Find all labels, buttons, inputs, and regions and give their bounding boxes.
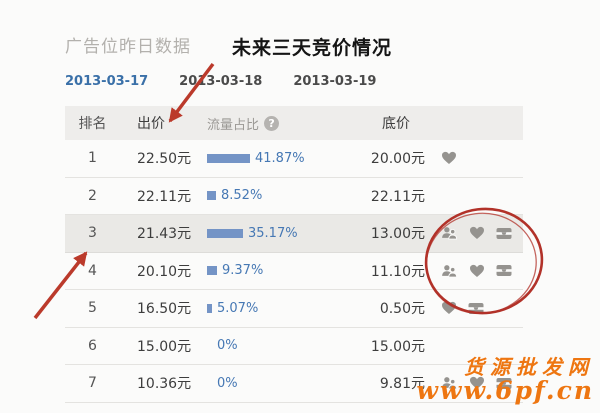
traffic-bar bbox=[207, 191, 216, 201]
favorite-heart-icon[interactable] bbox=[469, 376, 485, 390]
rank-cell: 3 bbox=[88, 225, 97, 242]
bid-cell: 22.11元 bbox=[137, 188, 192, 205]
favorite-heart-icon[interactable] bbox=[441, 301, 457, 315]
bid-cell: 15.00元 bbox=[137, 338, 192, 355]
help-icon[interactable]: ? bbox=[264, 115, 280, 131]
table-row: 3 21.43元 35.17% 13.00元 bbox=[65, 215, 523, 253]
tab-date-1[interactable]: 2013-03-17 bbox=[65, 74, 149, 89]
row-actions bbox=[428, 290, 523, 327]
shop-icon[interactable] bbox=[468, 302, 484, 315]
bid-cell: 16.50元 bbox=[137, 301, 192, 318]
rank-cell: 5 bbox=[88, 300, 97, 317]
header-traffic-label: 流量占比 bbox=[207, 117, 260, 133]
favorite-heart-icon[interactable] bbox=[469, 226, 485, 240]
header-floor-price: 底价 bbox=[382, 116, 410, 132]
favorite-heart-icon[interactable] bbox=[441, 151, 457, 165]
table-body: 1 22.50元 41.87% 20.00元 2 22.11元 8.52% 22.11元 3 21… bbox=[65, 140, 523, 403]
row-actions bbox=[428, 253, 523, 290]
table-row: 5 16.50元 5.07% 0.50元 bbox=[65, 290, 523, 328]
floor-price-cell: 11.10元 bbox=[370, 263, 425, 280]
users-icon[interactable] bbox=[441, 376, 458, 390]
traffic-percent: 0% bbox=[217, 338, 238, 354]
traffic-percent: 8.52% bbox=[221, 188, 263, 204]
traffic-cell: 41.87% bbox=[205, 140, 360, 177]
traffic-cell: 5.07% bbox=[205, 290, 360, 327]
table-row: 4 20.10元 9.37% 11.10元 bbox=[65, 253, 523, 290]
annotation-title: 未来三天竞价情况 bbox=[232, 37, 393, 59]
traffic-cell: 35.17% bbox=[205, 215, 360, 252]
rank-cell: 4 bbox=[88, 262, 97, 279]
row-actions bbox=[428, 215, 523, 252]
row-actions bbox=[428, 178, 523, 215]
tab-date-3[interactable]: 2013-03-19 bbox=[293, 74, 377, 89]
row-actions bbox=[428, 140, 523, 177]
header-actions bbox=[428, 106, 523, 140]
table-row: 1 22.50元 41.87% 20.00元 bbox=[65, 140, 523, 178]
favorite-heart-icon[interactable] bbox=[469, 264, 485, 278]
bid-cell: 20.10元 bbox=[137, 263, 192, 280]
tab-date-2[interactable]: 2013-03-18 bbox=[179, 74, 263, 89]
rank-cell: 7 bbox=[88, 375, 97, 392]
floor-price-cell: 0.50元 bbox=[379, 301, 425, 318]
traffic-cell: 0% bbox=[205, 328, 360, 365]
traffic-cell: 9.37% bbox=[205, 253, 360, 290]
header-bid: 出价 bbox=[137, 116, 165, 132]
traffic-percent: 9.37% bbox=[222, 263, 264, 279]
floor-price-cell: 15.00元 bbox=[370, 338, 425, 355]
bid-cell: 21.43元 bbox=[137, 226, 192, 243]
bid-cell: 10.36元 bbox=[137, 376, 192, 393]
traffic-percent: 5.07% bbox=[217, 300, 259, 316]
traffic-bar bbox=[207, 266, 217, 276]
floor-price-cell: 13.00元 bbox=[370, 226, 425, 243]
rank-cell: 1 bbox=[88, 150, 97, 167]
traffic-percent: 0% bbox=[217, 375, 238, 391]
shop-icon[interactable] bbox=[496, 264, 512, 277]
floor-price-cell: 22.11元 bbox=[370, 188, 425, 205]
table-row: 6 15.00元 0% 15.00元 bbox=[65, 328, 523, 365]
shop-icon[interactable] bbox=[496, 227, 512, 240]
table-row: 2 22.11元 8.52% 22.11元 bbox=[65, 178, 523, 215]
traffic-bar bbox=[207, 303, 212, 313]
traffic-cell: 0% bbox=[205, 365, 360, 402]
bid-cell: 22.50元 bbox=[137, 151, 192, 168]
bidding-table: 排名 出价 流量占比 ? 底价 1 22.50元 41.87% 20.00元 2 22.1… bbox=[65, 106, 523, 403]
floor-price-cell: 20.00元 bbox=[370, 151, 425, 168]
rank-cell: 2 bbox=[88, 187, 97, 204]
rank-cell: 6 bbox=[88, 337, 97, 354]
table-header-row: 排名 出价 流量占比 ? 底价 bbox=[65, 106, 523, 140]
users-icon[interactable] bbox=[441, 264, 458, 278]
traffic-cell: 8.52% bbox=[205, 178, 360, 215]
row-actions bbox=[428, 328, 523, 365]
header-traffic: 流量占比 ? bbox=[205, 106, 360, 140]
traffic-bar bbox=[207, 153, 250, 163]
header-rank: 排名 bbox=[78, 116, 107, 132]
table-row: 7 10.36元 0% 9.81元 bbox=[65, 365, 523, 403]
date-tabs: 2013-03-17 2013-03-18 2013-03-19 bbox=[65, 74, 376, 89]
traffic-percent: 35.17% bbox=[248, 225, 298, 241]
page-title: 广告位昨日数据 bbox=[65, 37, 191, 57]
floor-price-cell: 9.81元 bbox=[379, 376, 425, 393]
traffic-bar bbox=[207, 228, 243, 238]
users-icon[interactable] bbox=[441, 226, 458, 240]
shop-icon[interactable] bbox=[496, 377, 512, 390]
traffic-percent: 41.87% bbox=[255, 150, 305, 166]
row-actions bbox=[428, 365, 523, 402]
